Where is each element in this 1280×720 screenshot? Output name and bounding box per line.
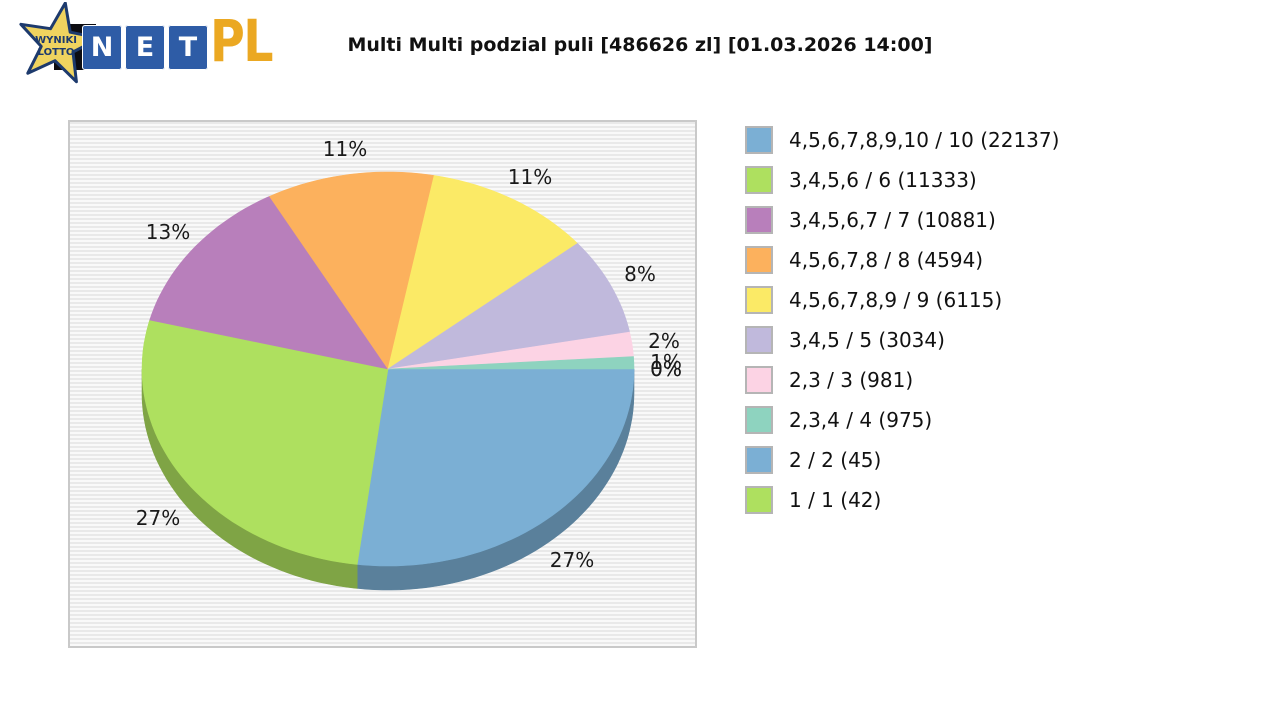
pie-slice [356,368,635,567]
legend-swatch [745,406,773,434]
legend-label: 2,3,4 / 4 (975) [789,408,933,432]
legend-swatch [745,126,773,154]
legend-label: 2,3 / 3 (981) [789,368,914,392]
chart-legend: 4,5,6,7,8,9,10 / 10 (22137) 3,4,5,6 / 6 (… [745,126,1059,526]
legend-swatch [745,246,773,274]
legend-swatch [745,486,773,514]
legend-swatch [745,286,773,314]
legend-item: 2,3,4 / 4 (975) [745,406,1059,434]
legend-item: 3,4,5,6,7 / 7 (10881) [745,206,1059,234]
legend-label: 3,4,5,6 / 6 (11333) [789,168,977,192]
pie-slice [387,175,578,370]
logo-letter-t: T [168,25,208,70]
legend-label: 3,4,5 / 5 (3034) [789,328,945,352]
legend-item: 1 / 1 (42) [745,486,1059,514]
chart-title: Multi Multi podzial puli [486626 zl] [01… [347,34,933,56]
slice-percent-label: 27% [549,548,595,572]
pie-slice [387,243,630,370]
star-text-line2: LOTTO [38,47,75,58]
legend-item: 4,5,6,7,8 / 8 (4594) [745,246,1059,274]
slice-percent-label: 11% [507,165,553,189]
legend-label: 2 / 2 (45) [789,448,882,472]
logo-letter-n: N [82,25,122,70]
logo-letter-e: E [125,25,165,70]
slice-percent-label: 27% [135,506,181,530]
legend-label: 3,4,5,6,7 / 7 (10881) [789,208,996,232]
legend-swatch [745,366,773,394]
chart-panel: 27% 27% 13% 11% 11% 8% 2% 1% 0% 0% [68,120,697,648]
logo-pl-text: PL [210,7,274,75]
legend-swatch [745,446,773,474]
slice-percent-label: 8% [624,262,656,286]
legend-swatch [745,166,773,194]
pie-slice [387,356,635,370]
pie-chart [141,171,635,591]
pie-slice [269,171,435,370]
star-text-line1: WYNIKI [35,35,77,46]
pie-slice [141,319,389,565]
site-logo[interactable]: WYNIKI LOTTO N E T PL [14,2,284,88]
legend-swatch [745,206,773,234]
legend-item: 2 / 2 (45) [745,446,1059,474]
legend-item: 4,5,6,7,8,9 / 9 (6115) [745,286,1059,314]
slice-percent-label: 11% [322,137,368,161]
pie-slice [149,196,389,370]
slice-percent-label: 1% [650,350,682,374]
legend-item: 4,5,6,7,8,9,10 / 10 (22137) [745,126,1059,154]
slice-percent-label: 0% [650,357,682,381]
legend-label: 4,5,6,7,8 / 8 (4594) [789,248,984,272]
slice-percent-label: 2% [648,329,680,353]
slice-percent-label: 0% [650,357,682,381]
legend-item: 3,4,5 / 5 (3034) [745,326,1059,354]
legend-item: 3,4,5,6 / 6 (11333) [745,166,1059,194]
legend-label: 4,5,6,7,8,9 / 9 (6115) [789,288,1003,312]
slice-percent-label: 13% [145,220,191,244]
legend-swatch [745,326,773,354]
legend-item: 2,3 / 3 (981) [745,366,1059,394]
legend-label: 4,5,6,7,8,9,10 / 10 (22137) [789,128,1060,152]
legend-label: 1 / 1 (42) [789,488,882,512]
